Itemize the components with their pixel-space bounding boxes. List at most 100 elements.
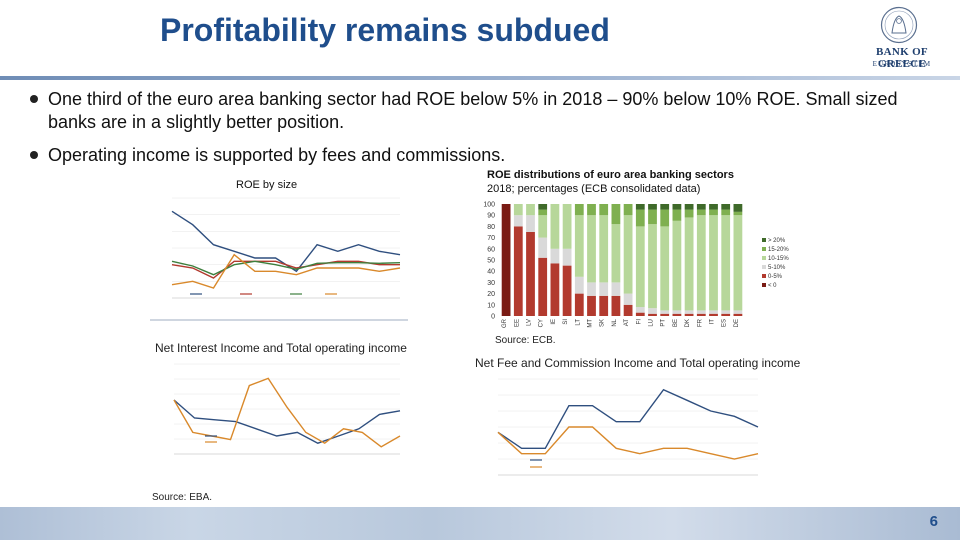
bar-segment: [623, 215, 633, 294]
footer-band: [0, 507, 960, 540]
bar-segment: [733, 215, 743, 311]
bar-segment: [587, 204, 596, 216]
bar-segment: [660, 310, 670, 314]
x-tick-label: SK: [600, 319, 606, 327]
bar-segment: [721, 313, 731, 316]
bar-segment: [587, 215, 596, 283]
bar-segment: [574, 276, 584, 294]
legend-label: 5-10%: [768, 265, 786, 271]
bar-segment: [672, 310, 682, 314]
bar-segment: [684, 204, 694, 210]
bar-segment: [660, 209, 670, 227]
logo-sub: EUROSYSTEM: [872, 60, 932, 68]
x-tick-label: PT: [661, 319, 667, 327]
x-tick-label: FI: [636, 319, 642, 325]
bar-segment: [574, 204, 584, 216]
x-tick-label: FR: [697, 318, 703, 327]
bar-segment: [684, 313, 694, 316]
y-tick-label: 100: [483, 202, 495, 209]
bar-segment: [721, 204, 731, 210]
bar-segment: [587, 295, 596, 316]
roe-size-svg: [150, 197, 408, 321]
legend-swatch: [762, 283, 766, 287]
roe-size-title: ROE by size: [236, 179, 298, 191]
series-line: [171, 253, 401, 289]
bullet-list: One third of the euro area banking secto…: [28, 88, 928, 177]
bar-segment: [562, 265, 572, 316]
bar-segment: [587, 282, 596, 296]
bar-segment: [709, 310, 718, 314]
y-tick-label: 30: [487, 280, 495, 287]
nfc-svg: [497, 378, 759, 476]
roe-dist-title: ROE distributions of euro area banking s…: [487, 169, 734, 181]
seal-icon: [880, 6, 918, 44]
y-tick-label: 90: [487, 213, 495, 220]
x-tick-label: CY: [539, 319, 545, 327]
bar-segment: [635, 209, 645, 227]
header-rule: [0, 76, 960, 80]
bar-segment: [648, 204, 657, 210]
slide-title: Profitability remains subdued: [160, 12, 610, 48]
bar-segment: [526, 232, 535, 316]
bar-segment: [733, 211, 743, 216]
bar-segment: [574, 215, 584, 277]
bar-segment: [696, 215, 706, 311]
bar-segment: [684, 217, 694, 311]
bullet-text: Operating income is supported by fees an…: [48, 145, 506, 165]
bar-segment: [599, 215, 609, 283]
bar-segment: [599, 295, 609, 316]
bar-segment: [599, 282, 609, 296]
bar-segment: [550, 204, 560, 249]
x-tick-label: LU: [649, 319, 655, 327]
legend-label: 15-20%: [768, 247, 789, 253]
bar-segment: [709, 209, 718, 216]
bullet-item: Operating income is supported by fees an…: [28, 144, 928, 167]
source-ecb: Source: ECB.: [495, 335, 556, 346]
bar-segment: [538, 209, 548, 216]
bar-segment: [721, 209, 731, 216]
x-tick-label: IE: [551, 319, 557, 325]
bar-segment: [733, 310, 743, 314]
y-tick-label: 10: [487, 302, 495, 309]
bar-segment: [550, 248, 560, 264]
bar-segment: [648, 224, 657, 309]
bar-segment: [574, 293, 584, 316]
x-tick-label: BE: [673, 319, 679, 327]
bar-segment: [538, 237, 548, 258]
y-tick-label: 70: [487, 235, 495, 242]
x-tick-label: AT: [624, 319, 630, 327]
bar-segment: [672, 313, 682, 316]
bar-segment: [696, 313, 706, 316]
bar-segment: [623, 304, 633, 316]
legend-label: 10-15%: [768, 256, 789, 262]
bar-segment: [733, 313, 743, 316]
bar-segment: [562, 204, 572, 249]
bar-segment: [672, 204, 682, 210]
series-line: [497, 388, 759, 450]
bar-segment: [501, 204, 511, 316]
bar-segment: [684, 310, 694, 314]
x-tick-label: DE: [734, 319, 740, 327]
bullet-text: One third of the euro area banking secto…: [48, 89, 898, 132]
legend-swatch: [762, 265, 766, 269]
bar-segment: [721, 310, 731, 314]
bar-segment: [672, 209, 682, 221]
bar-segment: [684, 209, 694, 218]
nii-title: Net Interest Income and Total operating …: [155, 341, 407, 355]
y-tick-label: 80: [487, 224, 495, 231]
y-tick-label: 50: [487, 258, 495, 265]
nfc-chart: [470, 371, 780, 507]
roe-dist-chart: 0 10 20 30 40 50 60 70 80 90 100 GR EE LV CY IE SI LT MT SK…: [470, 196, 800, 330]
legend-label: 0-5%: [768, 274, 783, 280]
x-tick-label: NL: [612, 318, 618, 326]
nii-chart: [150, 356, 410, 486]
y-tick-label: 60: [487, 246, 495, 253]
bar-segment: [611, 204, 621, 225]
bullet-item: One third of the euro area banking secto…: [28, 88, 928, 134]
bar-segment: [611, 295, 621, 316]
x-tick-label: IT: [710, 319, 716, 325]
roe-dist-subtitle: 2018; percentages (ECB consolidated data…: [487, 183, 701, 195]
bar-segment: [721, 215, 731, 311]
x-tick-label: EE: [514, 319, 520, 327]
bar-segment: [599, 204, 609, 216]
